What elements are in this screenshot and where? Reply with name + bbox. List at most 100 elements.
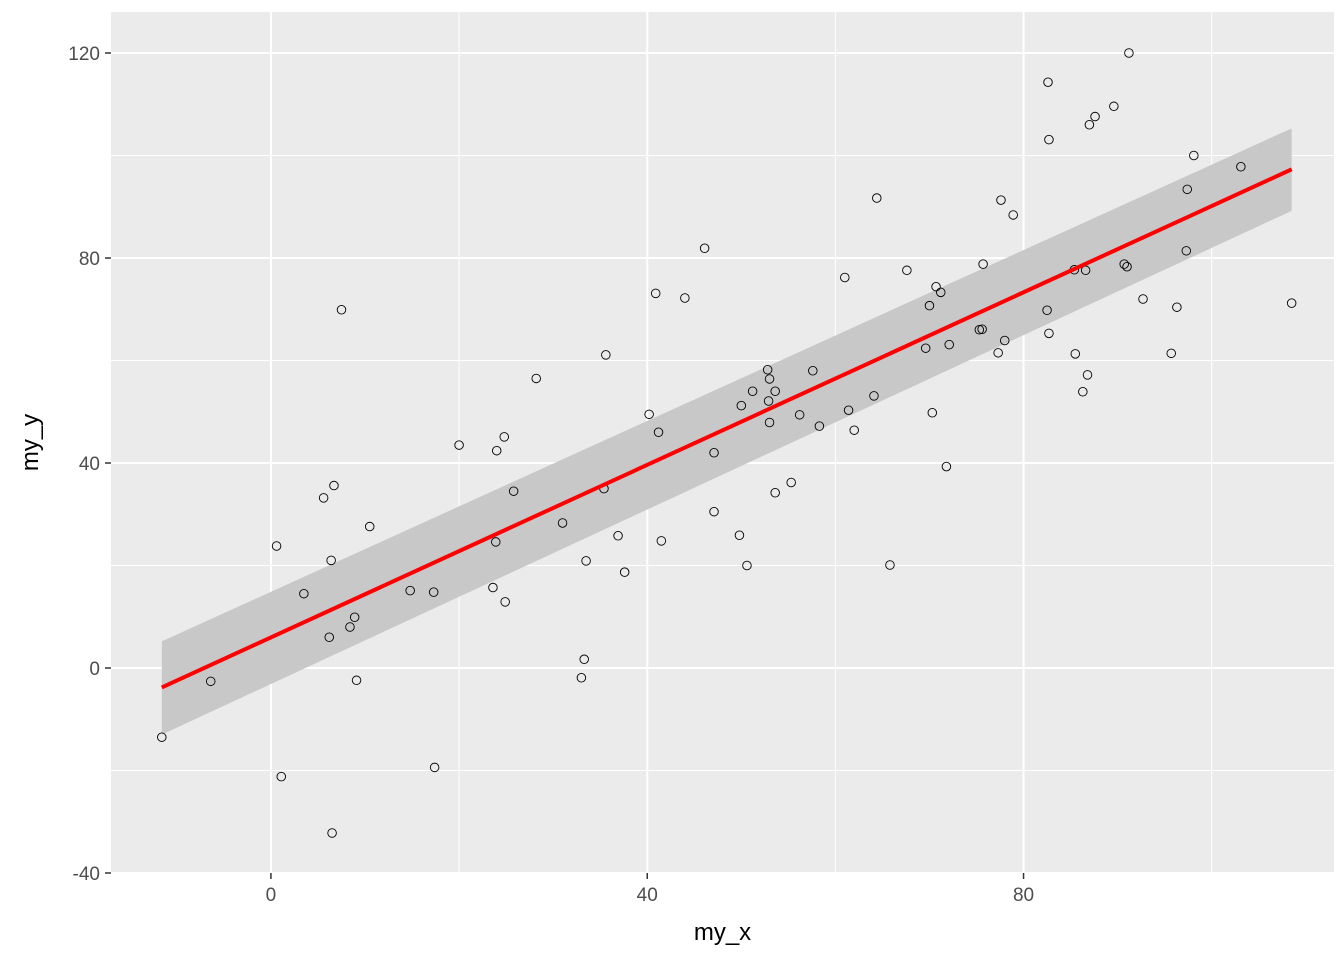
- data-point: [157, 732, 167, 742]
- data-point: [742, 560, 752, 571]
- x-axis-tick-labels: 0 40 80: [266, 885, 1034, 906]
- data-point: [1043, 77, 1053, 87]
- data-point: [1236, 162, 1246, 172]
- data-point: [770, 386, 780, 397]
- data-point: [581, 556, 591, 566]
- data-point: [920, 343, 931, 353]
- y-tick-label: -40: [73, 864, 100, 885]
- data-point: [993, 348, 1003, 358]
- data-point: [429, 762, 440, 773]
- data-point: [770, 487, 780, 498]
- data-point: [763, 396, 774, 406]
- data-point: [428, 587, 439, 597]
- data-point: [872, 193, 882, 203]
- data-point: [978, 259, 988, 269]
- data-point: [1189, 150, 1199, 161]
- data-point: [205, 676, 216, 687]
- data-point: [327, 828, 337, 838]
- y-tick-label: 40: [79, 454, 100, 475]
- data-point: [736, 400, 747, 411]
- data-point: [488, 582, 498, 593]
- data-point: [299, 588, 309, 599]
- data-point: [941, 461, 952, 472]
- data-point: [1084, 119, 1095, 130]
- minor-gridlines: [111, 12, 1334, 873]
- data-point: [849, 425, 859, 435]
- data-point: [794, 410, 805, 420]
- data-point: [351, 675, 362, 686]
- y-tick-label: 0: [89, 659, 100, 680]
- data-point: [318, 493, 329, 503]
- major-gridlines: [111, 12, 1334, 874]
- data-point: [644, 409, 654, 420]
- data-point: [814, 421, 825, 431]
- data-point: [927, 408, 938, 418]
- data-point: [613, 531, 623, 541]
- data-point: [619, 567, 630, 577]
- data-point: [1119, 259, 1129, 269]
- y-axis-tick-labels: -40 0 40 80 120: [68, 44, 100, 885]
- data-points: [157, 48, 1297, 838]
- data-point: [1122, 261, 1132, 272]
- x-tick-label: 40: [637, 885, 658, 906]
- data-point: [786, 477, 796, 488]
- y-tick-label: 80: [79, 249, 100, 270]
- data-point: [1181, 246, 1192, 256]
- data-point: [405, 585, 415, 596]
- data-point: [601, 350, 611, 360]
- data-point: [576, 672, 587, 683]
- data-point: [271, 541, 282, 551]
- data-point: [1082, 370, 1093, 380]
- data-point: [656, 536, 667, 546]
- data-point: [902, 265, 912, 276]
- data-point: [680, 293, 690, 303]
- data-point: [329, 480, 339, 491]
- data-point: [491, 537, 501, 547]
- data-point: [336, 305, 347, 315]
- data-point: [324, 632, 335, 643]
- data-point: [1090, 111, 1100, 122]
- data-point: [1138, 294, 1148, 304]
- data-point: [1042, 305, 1052, 316]
- data-point: [1166, 348, 1176, 359]
- data-point: [508, 486, 519, 496]
- y-tick-label: 120: [68, 44, 100, 65]
- data-point: [1286, 298, 1297, 308]
- data-point: [734, 530, 745, 541]
- data-point: [1182, 184, 1192, 195]
- data-point: [762, 364, 773, 375]
- data-point: [557, 518, 568, 528]
- data-point: [924, 300, 935, 311]
- data-point: [653, 427, 664, 438]
- data-point: [944, 339, 954, 350]
- data-point: [349, 612, 360, 623]
- data-point: [531, 373, 541, 384]
- data-point: [364, 521, 375, 532]
- data-point: [764, 374, 775, 384]
- data-point: [885, 560, 895, 570]
- data-point: [1172, 302, 1182, 312]
- data-point: [709, 448, 719, 458]
- data-point: [840, 272, 850, 283]
- data-point: [1109, 101, 1119, 112]
- data-point: [931, 281, 941, 292]
- data-point: [1124, 48, 1134, 58]
- x-tick-label: 80: [1013, 885, 1034, 906]
- data-point: [709, 506, 719, 517]
- data-point: [579, 654, 589, 665]
- x-tick-label: 0: [266, 885, 277, 906]
- data-point: [1078, 387, 1088, 397]
- axis-ticks: [105, 52, 1025, 879]
- data-point: [999, 335, 1010, 346]
- data-point: [977, 324, 987, 334]
- data-point: [843, 405, 854, 415]
- data-point: [747, 386, 758, 397]
- confidence-band: [161, 128, 1292, 735]
- data-point: [276, 771, 287, 782]
- data-point: [1044, 134, 1054, 145]
- data-point: [808, 366, 818, 376]
- data-point: [996, 195, 1006, 205]
- data-point: [699, 243, 710, 254]
